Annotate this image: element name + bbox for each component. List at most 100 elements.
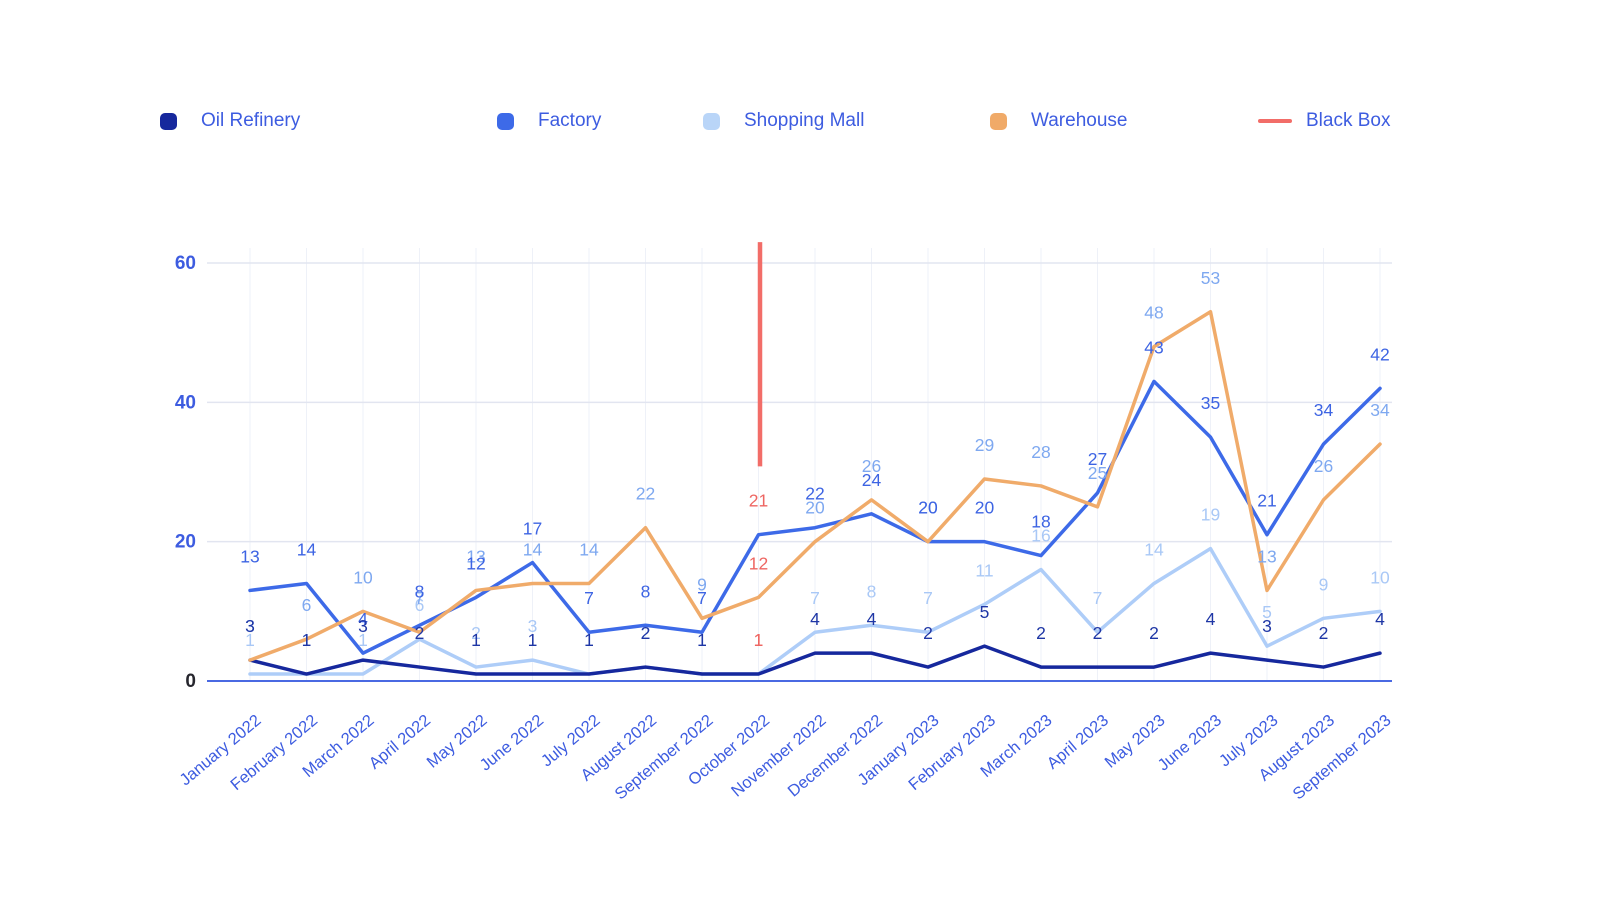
x-axis-label: September 2022 xyxy=(612,711,717,803)
legend-item-factory[interactable]: Factory xyxy=(497,110,601,132)
data-label: 14 xyxy=(1144,539,1164,559)
data-label: 7 xyxy=(923,588,933,608)
legend-item-black-box[interactable]: Black Box xyxy=(1258,110,1390,132)
data-label: 2 xyxy=(641,623,651,643)
legend-item-oil-refinery[interactable]: Oil Refinery xyxy=(160,110,300,132)
data-label: 48 xyxy=(1144,303,1163,323)
data-label: 35 xyxy=(1201,393,1220,413)
data-label: 3 xyxy=(358,616,368,636)
chart-legend: Oil Refinery Factory Shopping Mall Warehous… xyxy=(0,110,1600,144)
data-label: 5 xyxy=(980,602,990,622)
data-label: 4 xyxy=(810,609,820,629)
data-label: 10 xyxy=(1370,567,1390,587)
data-label: 27 xyxy=(1088,449,1107,469)
legend-label: Shopping Mall xyxy=(744,110,865,131)
data-label: 29 xyxy=(975,435,994,455)
data-label: 21 xyxy=(749,491,768,511)
data-label: 34 xyxy=(1370,400,1390,420)
data-label: 1 xyxy=(697,630,707,650)
data-label: 1 xyxy=(358,630,368,650)
data-label: 1 xyxy=(754,630,764,650)
data-label: 2 xyxy=(471,623,481,643)
y-axis-tick-label: 20 xyxy=(175,532,196,553)
series-line-shopping-mall xyxy=(248,546,1382,676)
data-label: 7 xyxy=(584,588,594,608)
data-label: 13 xyxy=(466,546,485,566)
data-label: 17 xyxy=(523,519,542,539)
data-label: 6 xyxy=(302,595,312,615)
data-label: 1 xyxy=(754,630,764,650)
data-label: 7 xyxy=(1093,588,1103,608)
data-label: 2 xyxy=(1036,623,1046,643)
data-label: 7 xyxy=(415,588,425,608)
data-label: 20 xyxy=(975,498,995,518)
data-label: 2 xyxy=(1149,623,1159,643)
data-label: 12 xyxy=(749,553,768,573)
data-label: 7 xyxy=(810,588,820,608)
data-label: 22 xyxy=(805,484,824,504)
data-label: 8 xyxy=(641,581,651,601)
data-label: 2 xyxy=(1319,623,1329,643)
data-label: 1 xyxy=(245,630,255,650)
data-label: 13 xyxy=(240,546,259,566)
x-axis-label: December 2022 xyxy=(785,711,887,800)
data-label: 5 xyxy=(1262,602,1272,622)
legend-label: Warehouse xyxy=(1031,110,1128,131)
x-axis-label: November 2022 xyxy=(728,711,830,800)
data-label: 1 xyxy=(471,630,481,650)
data-label: 1 xyxy=(528,630,538,650)
data-label: 20 xyxy=(805,498,825,518)
data-label: 11 xyxy=(975,560,993,580)
data-label: 16 xyxy=(1031,526,1050,546)
data-label: 9 xyxy=(1319,574,1329,594)
data-label: 3 xyxy=(528,616,538,636)
data-label: 24 xyxy=(862,470,882,490)
data-label: 19 xyxy=(1201,505,1220,525)
data-label: 9 xyxy=(697,574,707,594)
legend-item-warehouse[interactable]: Warehouse xyxy=(990,110,1127,132)
y-axis-tick-label: 60 xyxy=(175,253,196,274)
data-label: 6 xyxy=(415,595,425,615)
data-label: 1 xyxy=(584,630,594,650)
legend-box-icon xyxy=(990,112,1007,130)
legend-box-icon xyxy=(703,112,720,130)
data-label: 26 xyxy=(1314,456,1333,476)
data-label: 2 xyxy=(415,623,425,643)
legend-box-icon xyxy=(497,112,514,130)
data-label: 22 xyxy=(636,484,655,504)
data-label: 2 xyxy=(923,623,933,643)
data-label: 1 xyxy=(584,630,594,650)
data-label: 2 xyxy=(641,623,651,643)
data-label: 8 xyxy=(867,581,877,601)
data-label: 21 xyxy=(1257,491,1276,511)
data-label: 14 xyxy=(523,539,543,559)
data-label: 20 xyxy=(918,498,938,518)
data-label: 28 xyxy=(1031,442,1050,462)
legend-label: Oil Refinery xyxy=(201,110,301,131)
legend-dash-icon xyxy=(1258,119,1292,123)
x-axis-label: September 2023 xyxy=(1290,711,1395,803)
data-label: 10 xyxy=(353,567,373,587)
data-label: 4 xyxy=(358,609,368,629)
data-label: 13 xyxy=(1257,546,1276,566)
data-label: 18 xyxy=(1031,512,1050,532)
x-axis-label: April 2022 xyxy=(366,711,434,773)
data-label: 34 xyxy=(1314,400,1334,420)
data-label: 7 xyxy=(697,588,707,608)
data-label: 4 xyxy=(867,609,877,629)
data-label: 4 xyxy=(1375,609,1385,629)
data-label: 1 xyxy=(302,630,312,650)
data-label: 14 xyxy=(579,539,599,559)
data-label: 42 xyxy=(1370,344,1389,364)
data-label: 3 xyxy=(245,616,255,636)
data-label: 43 xyxy=(1144,337,1163,357)
x-axis-label: June 2022 xyxy=(476,711,547,774)
legend-item-shopping-mall[interactable]: Shopping Mall xyxy=(703,110,864,132)
series-line-oil-refinery xyxy=(248,644,1382,676)
data-label: 3 xyxy=(245,616,255,636)
series-line-warehouse xyxy=(248,310,1382,662)
legend-label: Black Box xyxy=(1306,110,1391,131)
data-label: 4 xyxy=(1206,609,1216,629)
